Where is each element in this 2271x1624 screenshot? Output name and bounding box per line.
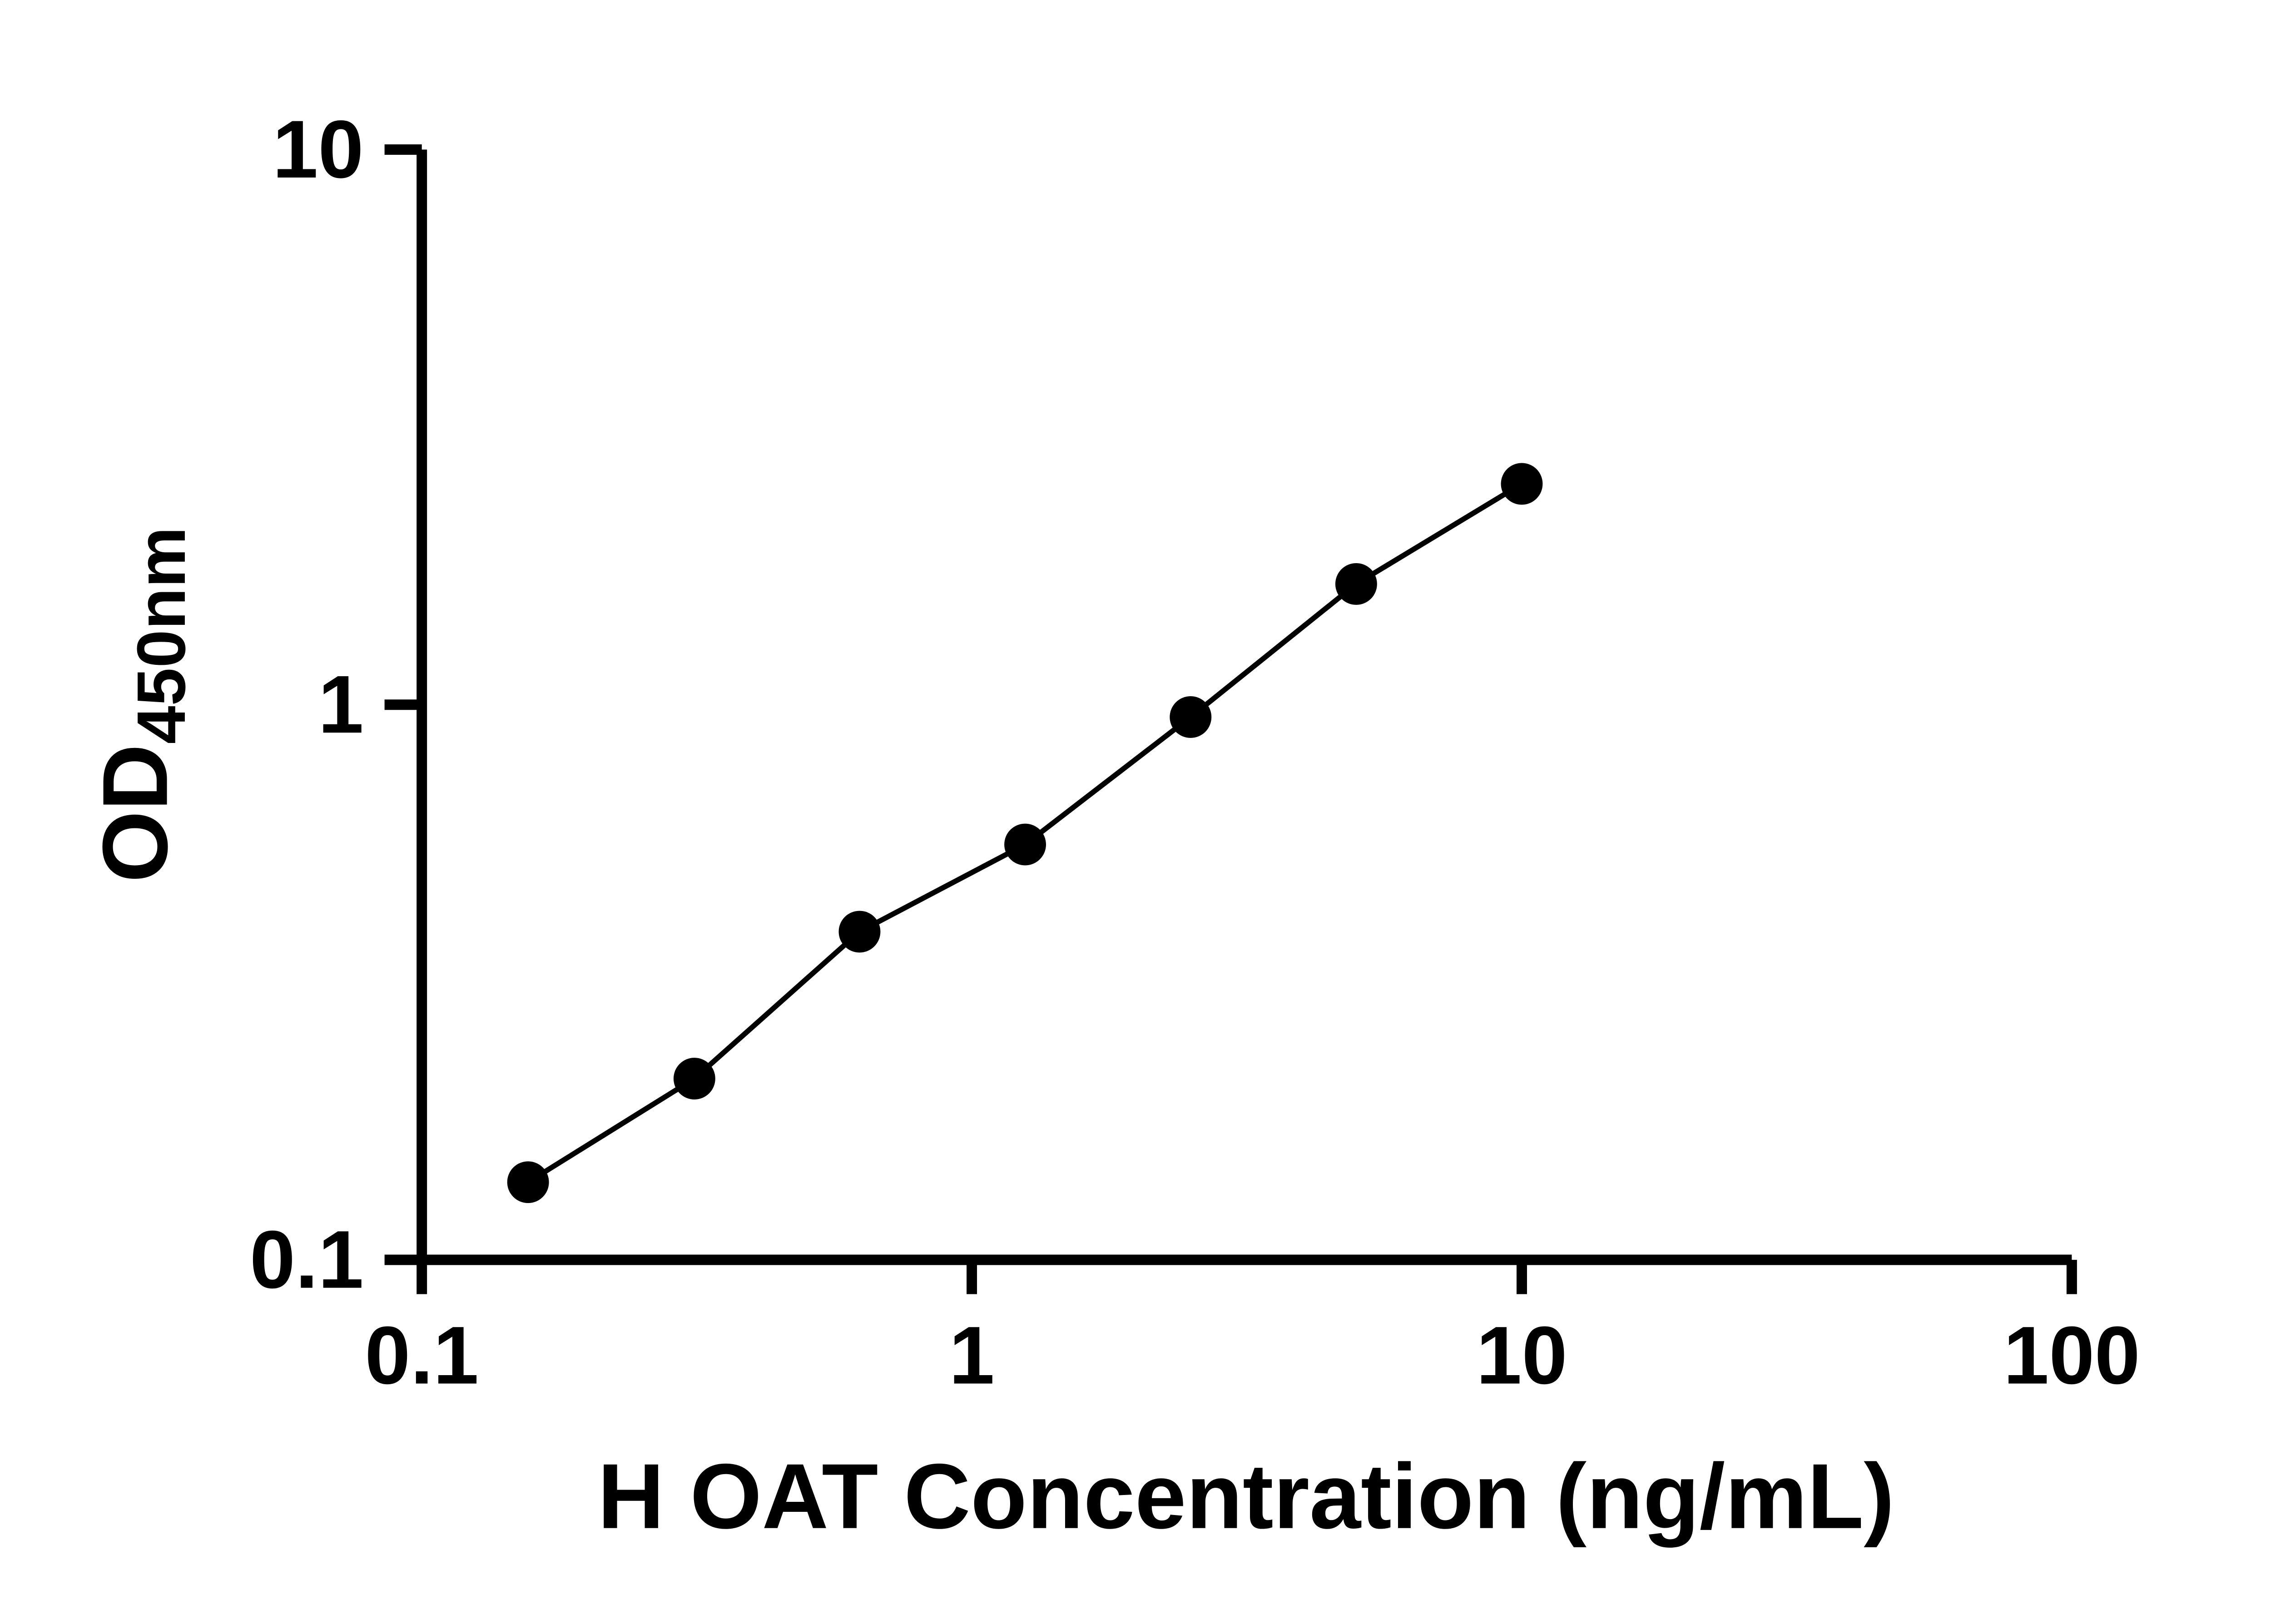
y-axis-ticks — [384, 144, 422, 1265]
x-tick-label: 1 — [949, 1310, 994, 1401]
data-point — [1335, 563, 1377, 605]
data-point — [1501, 463, 1543, 505]
data-point — [1004, 823, 1046, 866]
x-tick-label: 0.1 — [365, 1310, 479, 1401]
y-tick-labels: 10 1 0.1 — [250, 104, 364, 1306]
x-tick-label: 10 — [1476, 1310, 1567, 1401]
data-point — [507, 1161, 549, 1203]
y-tick-label: 10 — [273, 104, 364, 195]
x-tick-labels: 0.1 1 10 100 — [365, 1310, 2140, 1401]
data-point — [1170, 696, 1212, 738]
data-point — [673, 1058, 715, 1100]
x-axis-ticks — [417, 1260, 2077, 1294]
y-axis-title-subscript: 450nm — [123, 527, 199, 744]
y-axis-title: OD450nm — [84, 527, 199, 882]
x-tick-label: 100 — [2003, 1310, 2140, 1401]
y-tick-label: 1 — [318, 659, 363, 750]
y-tick-label: 0.1 — [250, 1214, 364, 1306]
x-axis-title: H OAT Concentration (ng/mL) — [598, 1445, 1894, 1548]
data-point — [838, 911, 881, 953]
y-axis-title-main: OD — [84, 744, 187, 882]
data-series — [507, 463, 1543, 1203]
